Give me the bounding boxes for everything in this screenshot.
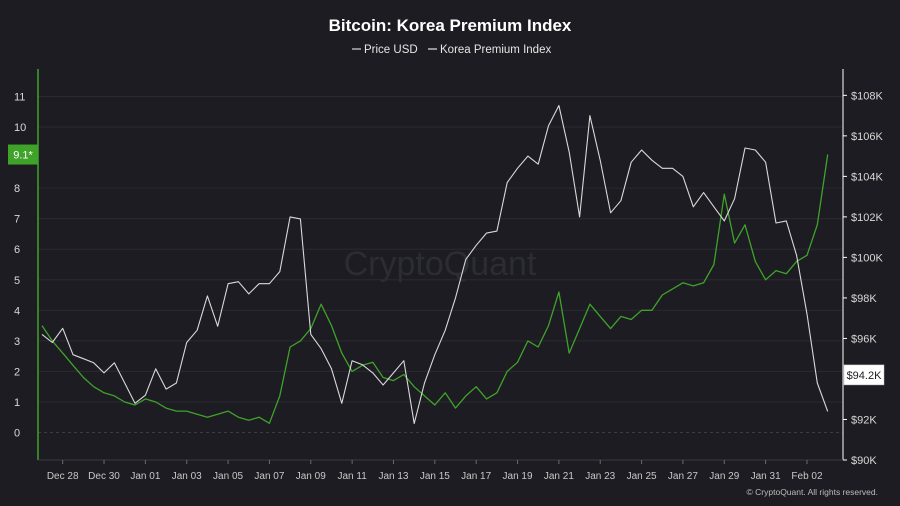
legend-item-1[interactable]: Korea Premium Index bbox=[440, 44, 551, 56]
x-tick-label: Jan 07 bbox=[254, 471, 284, 482]
x-tick-label: Jan 17 bbox=[461, 471, 491, 482]
premium-value-label: 9.1* bbox=[13, 150, 33, 162]
left-tick-label: 8 bbox=[14, 183, 20, 195]
left-axis: 0 1 2 3 4 5 6 7 8 10 11 bbox=[14, 91, 26, 439]
watermark: CryptoQuant bbox=[344, 245, 537, 283]
series-group bbox=[41, 104, 829, 425]
right-tick-label: $104K bbox=[851, 171, 883, 183]
legend[interactable]: Price USD Korea Premium Index bbox=[352, 44, 551, 56]
left-tick-label: 0 bbox=[14, 428, 20, 440]
left-tick-label: 1 bbox=[14, 397, 20, 409]
x-tick-label: Jan 11 bbox=[337, 471, 367, 482]
chart-title: Bitcoin: Korea Premium Index bbox=[329, 16, 572, 35]
left-tick-label: 5 bbox=[14, 275, 20, 287]
x-tick-label: Jan 25 bbox=[627, 471, 657, 482]
right-tick-label: $96K bbox=[851, 333, 877, 345]
right-tick-label: $92K bbox=[851, 414, 877, 426]
x-tick-label: Jan 31 bbox=[751, 471, 781, 482]
x-tick-label: Jan 01 bbox=[130, 471, 160, 482]
right-tick-label: $106K bbox=[851, 131, 883, 143]
x-tick-label: Jan 13 bbox=[378, 471, 408, 482]
x-tick-label: Jan 09 bbox=[296, 471, 326, 482]
x-tick-label: Dec 28 bbox=[47, 471, 79, 482]
left-tick-label: 3 bbox=[14, 336, 20, 348]
x-tick-label: Jan 19 bbox=[503, 471, 533, 482]
right-axis: $90K $92K $96K $98K $100K $102K $104K $106K $108… bbox=[843, 90, 883, 467]
x-tick-label: Jan 03 bbox=[172, 471, 202, 482]
left-tick-label: 10 bbox=[14, 122, 26, 134]
x-tick-label: Jan 05 bbox=[213, 471, 243, 482]
x-tick-label: Jan 23 bbox=[585, 471, 615, 482]
x-axis: Dec 28 Dec 30 Jan 01 Jan 03 Jan 05 Jan 07 Jan … bbox=[47, 460, 823, 482]
left-tick-label: 7 bbox=[14, 214, 20, 226]
left-tick-label: 2 bbox=[14, 366, 20, 378]
right-tick-label: $98K bbox=[851, 293, 877, 305]
legend-item-0[interactable]: Price USD bbox=[364, 44, 418, 56]
x-tick-label: Dec 30 bbox=[88, 471, 120, 482]
value-tags: 9.1* $94.2K bbox=[8, 144, 885, 386]
x-tick-label: Jan 27 bbox=[668, 471, 698, 482]
x-tick-label: Jan 29 bbox=[709, 471, 739, 482]
price-value-label: $94.2K bbox=[847, 370, 883, 382]
left-tick-label: 11 bbox=[14, 91, 25, 103]
right-tick-label: $102K bbox=[851, 212, 883, 224]
right-tick-label: $108K bbox=[851, 90, 883, 102]
korea-premium-line bbox=[41, 154, 829, 424]
price-value-tag bbox=[843, 364, 885, 386]
x-tick-label: Feb 02 bbox=[791, 471, 823, 482]
left-tick-label: 6 bbox=[14, 244, 20, 256]
left-tick-label: 4 bbox=[14, 305, 20, 317]
right-tick-label: $90K bbox=[851, 455, 877, 467]
premium-value-tag bbox=[8, 144, 38, 165]
x-tick-label: Jan 21 bbox=[544, 471, 574, 482]
x-tick-label: Jan 15 bbox=[420, 471, 450, 482]
copyright-footer: © CryptoQuant. All rights reserved. bbox=[747, 487, 878, 497]
price-usd-line bbox=[41, 104, 829, 425]
right-tick-label: $100K bbox=[851, 252, 883, 264]
